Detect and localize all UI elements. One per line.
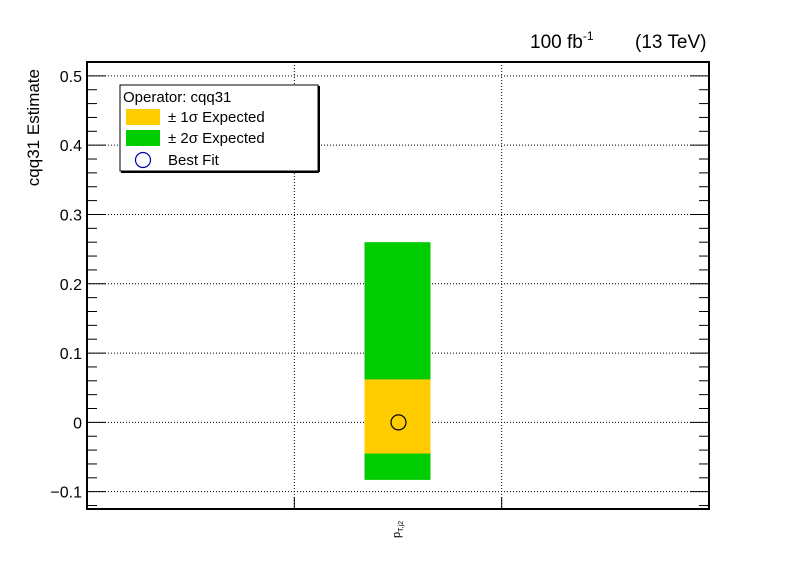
grid-lines	[87, 62, 709, 509]
x-category-label: pT,j2	[391, 521, 405, 538]
legend: Operator: cqq31 ± 1σ Expected ± 2σ Expec…	[119, 84, 320, 173]
y-tick-label: 0	[73, 415, 82, 432]
legend-label-best-fit: Best Fit	[168, 152, 220, 169]
bands	[364, 242, 431, 480]
legend-label-1sigma: ± 1σ Expected	[168, 109, 265, 126]
energy-label: (13 TeV)	[635, 32, 706, 53]
best-fit-marker	[390, 414, 407, 431]
y-tick-label: 0.4	[60, 138, 82, 155]
y-tick-label: 0.3	[60, 207, 82, 224]
legend-marker-best-fit	[134, 151, 152, 169]
y-tick-label: 0.2	[60, 277, 82, 294]
y-axis: −0.1 0 0.1 0.2 0.3 0.4 0.5	[50, 61, 709, 509]
legend-label-2sigma: ± 2σ Expected	[168, 130, 265, 147]
legend-swatch-2sigma	[126, 130, 160, 146]
plot-frame	[86, 61, 710, 510]
legend-box	[119, 84, 319, 172]
y-axis-title: cqq31 Estimate	[24, 69, 43, 186]
y-tick-label: −0.1	[50, 485, 82, 502]
luminosity-label: 100 fb-1	[530, 29, 594, 53]
y-tick-label: 0.1	[60, 346, 82, 363]
legend-title: Operator: cqq31	[123, 89, 231, 106]
legend-swatch-1sigma	[126, 109, 160, 125]
y-tick-label: 0.5	[60, 69, 82, 86]
band-1sigma	[364, 379, 431, 454]
